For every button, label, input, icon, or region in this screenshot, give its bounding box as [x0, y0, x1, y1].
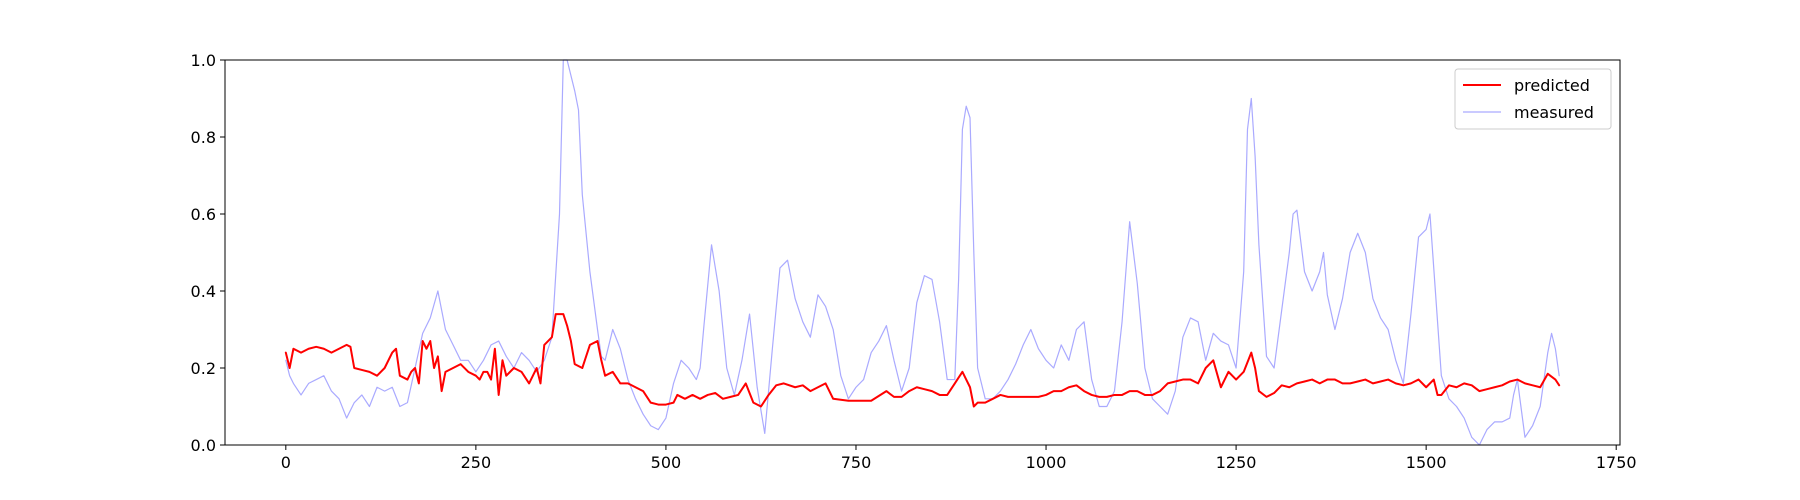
series-line-measured — [285, 59, 1560, 446]
axes-layer: 0 250 500 750 1000 1250 1500 1750 0.0 0.2 0.4 0.6 0.… — [191, 51, 1637, 472]
x-tick-label: 500 — [651, 453, 682, 472]
x-tick-label: 1750 — [1596, 453, 1637, 472]
x-tick-label: 1500 — [1406, 453, 1447, 472]
y-tick-label: 0.6 — [191, 205, 216, 224]
x-tick-label: 0 — [281, 453, 291, 472]
y-tick-label: 0.2 — [191, 359, 216, 378]
y-tick-label: 0.4 — [191, 282, 216, 301]
y-tick-label: 1.0 — [191, 51, 216, 70]
legend: predicted measured — [1454, 68, 1612, 130]
plot-frame — [224, 59, 1621, 446]
x-tick-label: 250 — [461, 453, 492, 472]
series-line-predicted — [284, 313, 1561, 408]
legend-label-predicted: predicted — [1514, 76, 1590, 95]
series-layer — [284, 59, 1561, 446]
x-tick-label: 1250 — [1216, 453, 1257, 472]
x-tick-label: 750 — [841, 453, 872, 472]
y-tick-label: 0.8 — [191, 128, 216, 147]
y-tick-label: 0.0 — [191, 436, 216, 455]
legend-label-measured: measured — [1514, 103, 1594, 122]
x-tick-label: 1000 — [1026, 453, 1067, 472]
